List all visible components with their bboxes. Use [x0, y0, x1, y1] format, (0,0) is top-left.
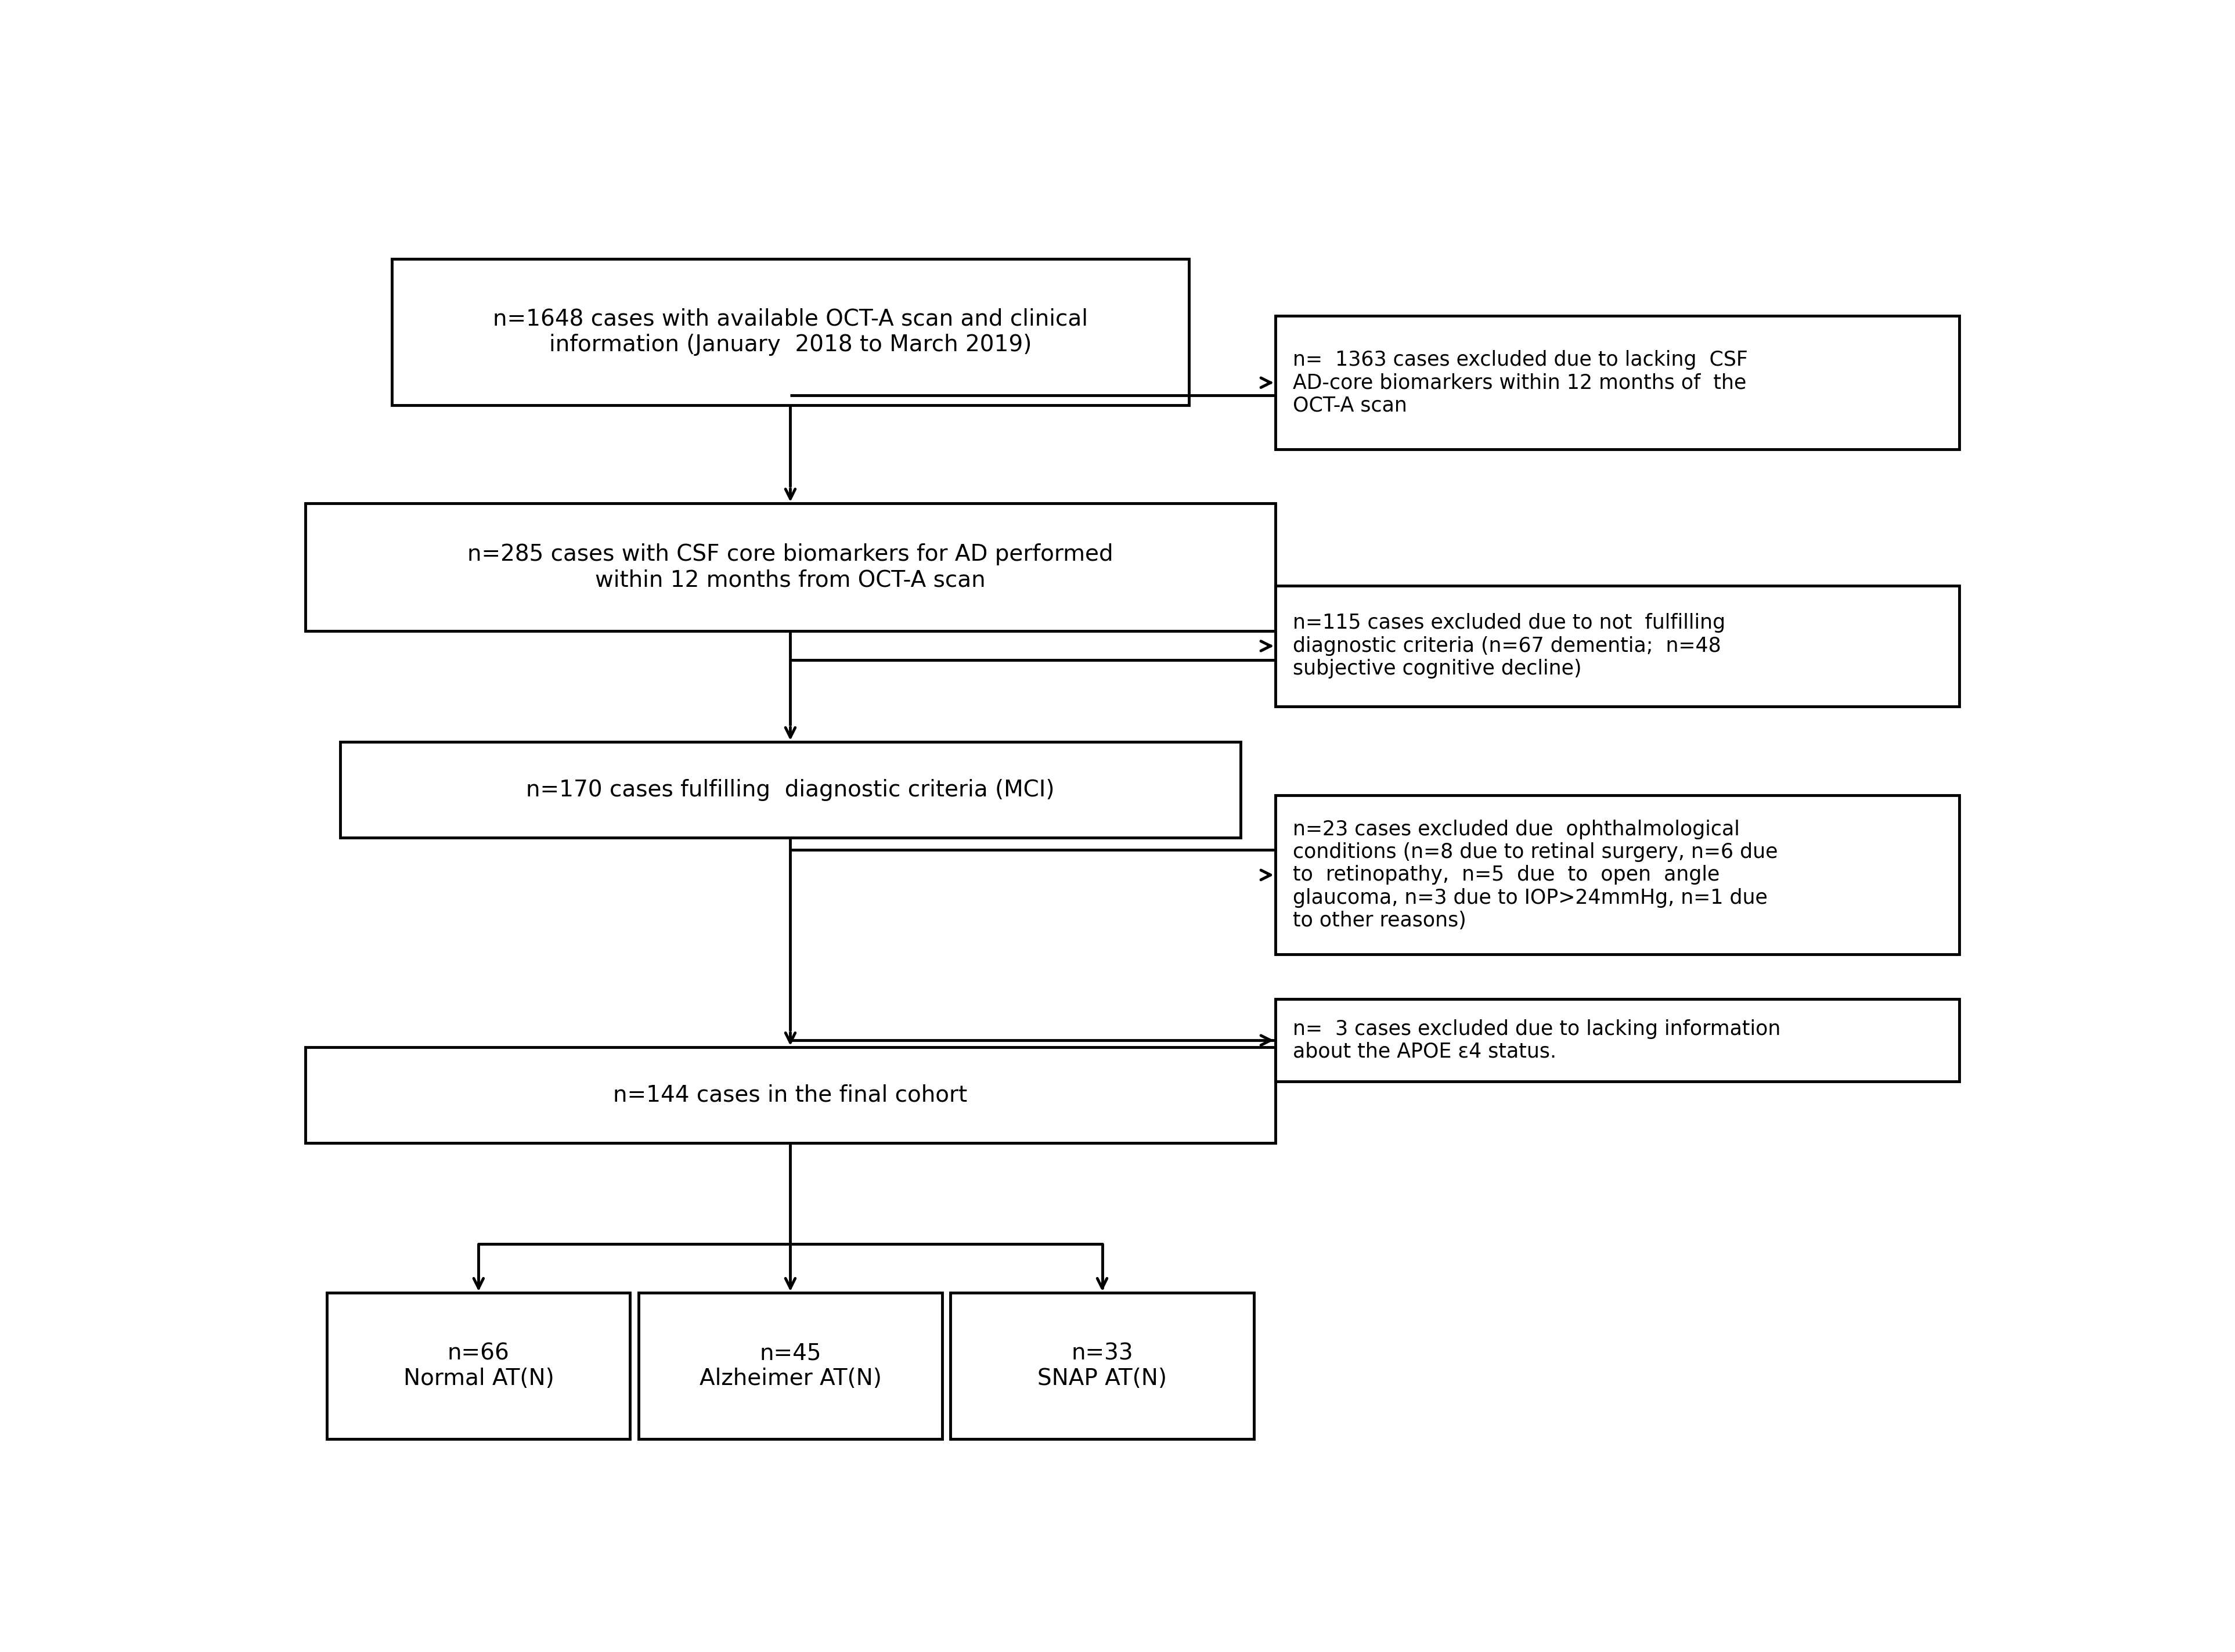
FancyBboxPatch shape: [1276, 585, 1960, 707]
FancyBboxPatch shape: [306, 504, 1276, 631]
FancyBboxPatch shape: [1276, 316, 1960, 449]
Text: n=115 cases excluded due to not  fulfilling
diagnostic criteria (n=67 dementia; : n=115 cases excluded due to not fulfilli…: [1292, 613, 1725, 679]
Text: n=33
SNAP AT(N): n=33 SNAP AT(N): [1037, 1341, 1167, 1389]
Text: n=1648 cases with available OCT-A scan and clinical
information (January  2018 t: n=1648 cases with available OCT-A scan a…: [494, 307, 1088, 355]
FancyBboxPatch shape: [326, 1294, 630, 1439]
Text: n=285 cases with CSF core biomarkers for AD performed
within 12 months from OCT-: n=285 cases with CSF core biomarkers for…: [467, 544, 1113, 591]
FancyBboxPatch shape: [306, 1047, 1276, 1143]
Text: n=  1363 cases excluded due to lacking  CSF
AD-core biomarkers within 12 months : n= 1363 cases excluded due to lacking CS…: [1292, 350, 1748, 415]
FancyBboxPatch shape: [639, 1294, 941, 1439]
FancyBboxPatch shape: [391, 259, 1189, 405]
FancyBboxPatch shape: [1276, 999, 1960, 1082]
FancyBboxPatch shape: [1276, 796, 1960, 955]
Text: n=  3 cases excluded due to lacking information
about the APOE ε4 status.: n= 3 cases excluded due to lacking infor…: [1292, 1019, 1781, 1062]
FancyBboxPatch shape: [950, 1294, 1254, 1439]
Text: n=144 cases in the final cohort: n=144 cases in the final cohort: [612, 1084, 968, 1107]
Text: n=66
Normal AT(N): n=66 Normal AT(N): [402, 1341, 554, 1389]
Text: n=45
Alzheimer AT(N): n=45 Alzheimer AT(N): [700, 1341, 881, 1389]
Text: n=23 cases excluded due  ophthalmological
conditions (n=8 due to retinal surgery: n=23 cases excluded due ophthalmological…: [1292, 819, 1777, 930]
Text: n=170 cases fulfilling  diagnostic criteria (MCI): n=170 cases fulfilling diagnostic criter…: [525, 778, 1055, 801]
FancyBboxPatch shape: [340, 742, 1240, 838]
